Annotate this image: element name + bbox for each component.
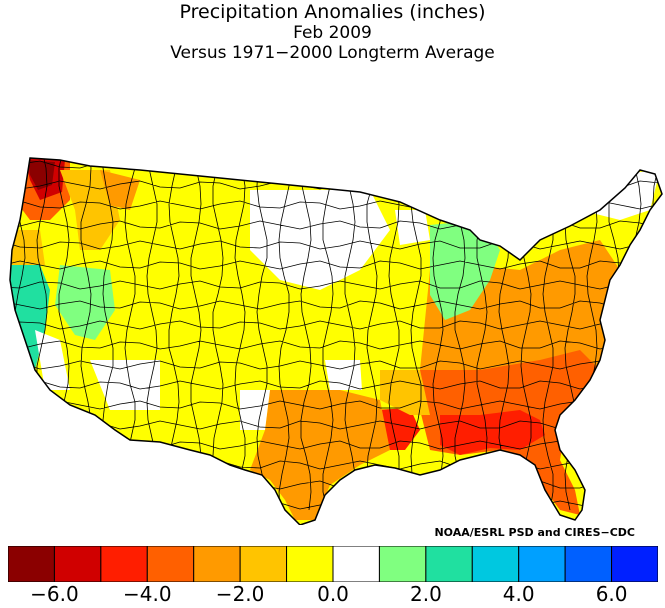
legend-swatch xyxy=(53,546,102,582)
minnesota-white xyxy=(395,210,430,245)
legend-swatch xyxy=(8,546,55,582)
idaho-region xyxy=(100,170,140,210)
legend-tick-label: 2.0 xyxy=(409,582,442,606)
map-subtitle-baseline: Versus 1971−2000 Longterm Average xyxy=(170,43,495,63)
legend-tick-label: −2.0 xyxy=(215,582,265,606)
legend-swatch xyxy=(100,546,148,582)
inland-northwest-region xyxy=(60,170,120,250)
legend-tick-label: 4.0 xyxy=(502,582,535,606)
texas-region xyxy=(250,390,390,520)
legend-swatch xyxy=(564,546,613,582)
arkansas-region xyxy=(380,370,430,415)
legend-swatch xyxy=(471,546,520,582)
legend-swatch xyxy=(193,546,241,582)
legend-swatch xyxy=(286,546,334,582)
title-block: Precipitation Anomalies (inches) Feb 200… xyxy=(0,0,665,63)
great-lakes-region xyxy=(430,220,500,320)
northwest-coast-region xyxy=(28,160,55,190)
legend-swatch xyxy=(332,546,380,582)
legend-swatch xyxy=(425,546,473,582)
northern-plains-white xyxy=(250,190,390,290)
south-california-region xyxy=(35,330,70,390)
southwest-white xyxy=(90,360,160,410)
new-mexico-white xyxy=(240,390,270,430)
map-title: Precipitation Anomalies (inches) xyxy=(179,1,486,23)
us-precipitation-map xyxy=(9,157,663,525)
legend-swatch xyxy=(378,546,427,582)
legend-swatch xyxy=(518,546,566,582)
map-subtitle: Feb 2009 xyxy=(293,23,372,43)
legend-swatch xyxy=(611,546,658,582)
legend-swatch xyxy=(146,546,195,582)
legend-tick-label: −4.0 xyxy=(123,582,172,606)
color-scale-legend xyxy=(8,546,658,582)
legend-tick-label: 6.0 xyxy=(595,582,628,606)
legend-tick-label: −6.0 xyxy=(30,582,79,606)
source-credit: NOAA/ESRL PSD and CIRES−CDC xyxy=(434,526,635,539)
legend-swatch xyxy=(239,546,288,582)
legend-tick-label: 0.0 xyxy=(317,582,349,606)
